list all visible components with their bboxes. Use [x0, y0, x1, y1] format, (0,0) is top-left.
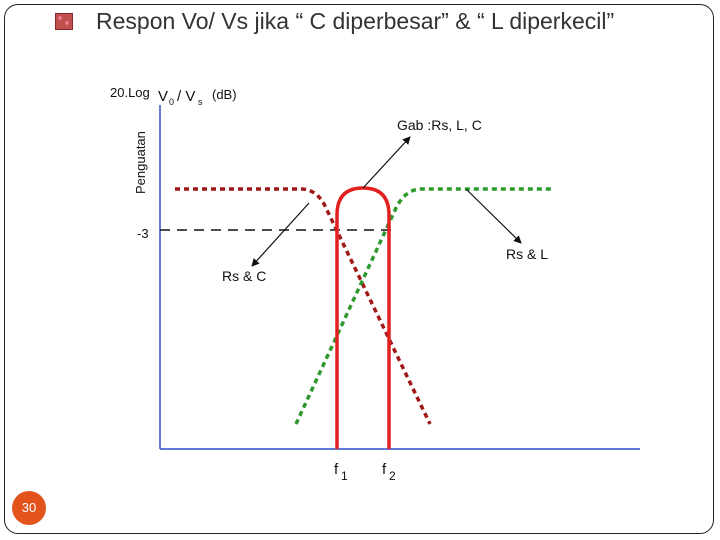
rs-l-curve	[294, 187, 553, 425]
rs-l-arrow	[465, 188, 522, 244]
bullet-icon	[55, 13, 73, 30]
minus3-label: -3	[137, 226, 149, 241]
rs-l-label: Rs & L	[506, 246, 548, 262]
y-label-v0: V	[158, 88, 168, 105]
slide-frame	[4, 4, 714, 534]
f2-sub: 2	[389, 469, 396, 483]
gab-curve	[335, 186, 391, 449]
y-label-v0-sub: 0	[169, 97, 174, 107]
y-label-prefix: 20.Log	[110, 85, 150, 100]
f1-label: f	[334, 461, 339, 478]
page-number-badge: 30	[12, 491, 46, 525]
y-label-slash-vs: / V	[177, 88, 195, 105]
f2-label: f	[382, 461, 387, 478]
rs-c-label: Rs & C	[222, 268, 266, 284]
y-axis-title: Penguatan	[133, 131, 148, 194]
f1-sub: 1	[341, 469, 348, 483]
y-label-unit: (dB)	[212, 87, 237, 102]
slide-title: Respon Vo/ Vs jika “ C diperbesar” & “ L…	[96, 8, 615, 34]
y-label-vs-sub: s	[198, 97, 203, 107]
rs-c-curve	[175, 187, 432, 425]
gab-arrow	[362, 136, 411, 189]
gab-label: Gab :Rs, L, C	[397, 117, 482, 133]
rs-c-arrow	[251, 202, 310, 267]
